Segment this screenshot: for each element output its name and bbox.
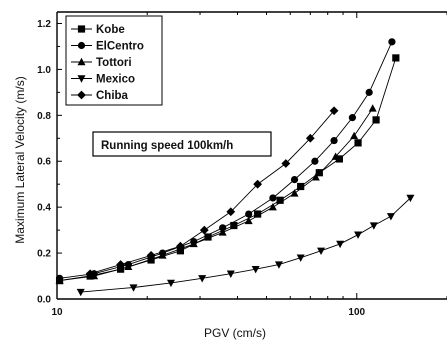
series-mexico bbox=[76, 194, 415, 297]
data-point-mexico bbox=[296, 254, 305, 262]
y-tick-label: 0.2 bbox=[37, 249, 51, 260]
data-point-tottori bbox=[311, 173, 320, 181]
data-point-kobe bbox=[392, 54, 400, 62]
data-point-elcentro bbox=[269, 194, 277, 202]
plot-frame bbox=[56, 11, 447, 300]
data-point-tottori bbox=[244, 216, 253, 225]
legend-items: Kobe ElCentro Tottori Mexico Chiba bbox=[71, 24, 144, 102]
legend-marker bbox=[77, 25, 86, 33]
data-point-tottori bbox=[158, 251, 167, 259]
data-point-mexico bbox=[354, 231, 363, 239]
data-point-mexico bbox=[386, 213, 395, 221]
legend-item-kobe: Kobe bbox=[71, 24, 125, 36]
data-point-mexico bbox=[251, 265, 260, 274]
data-point-elcentro bbox=[219, 224, 227, 232]
data-point-elcentro bbox=[245, 210, 253, 218]
series-line-mexico bbox=[80, 197, 411, 293]
data-point-tottori bbox=[90, 271, 99, 280]
series-tottori bbox=[55, 104, 377, 284]
y-tick-label: 0.4 bbox=[37, 203, 51, 214]
data-point-elcentro bbox=[330, 136, 338, 145]
y-tick-label: 0.6 bbox=[37, 157, 51, 168]
data-point-kobe bbox=[176, 247, 184, 255]
data-point-kobe bbox=[315, 169, 323, 177]
data-point-chiba bbox=[253, 179, 263, 189]
data-point-elcentro bbox=[348, 114, 356, 122]
x-tick-label: 10 bbox=[51, 307, 63, 318]
data-point-chiba bbox=[281, 159, 291, 168]
data-point-chiba bbox=[329, 106, 339, 116]
data-point-elcentro bbox=[388, 38, 396, 46]
series-chiba bbox=[85, 106, 339, 279]
data-point-chiba bbox=[146, 250, 156, 260]
data-point-mexico bbox=[274, 261, 283, 269]
data-point-kobe bbox=[254, 210, 262, 218]
x-tick-label: 100 bbox=[348, 307, 365, 318]
y-tick-label: 1.0 bbox=[37, 65, 51, 76]
data-point-chiba bbox=[305, 133, 315, 143]
data-point-mexico bbox=[369, 222, 378, 230]
data-point-tottori bbox=[368, 104, 377, 112]
x-axis-title: PGV (cm/s) bbox=[204, 326, 266, 340]
legend-item-tottori: Tottori bbox=[71, 57, 132, 69]
data-point-mexico bbox=[76, 288, 85, 297]
ticks-layer: 0.0 0.2 0.4 0.6 0.8 1.0 1.2 10 100 bbox=[37, 12, 447, 318]
legend-marker bbox=[77, 57, 86, 66]
data-point-mexico bbox=[129, 284, 138, 292]
legend-label: ElCentro bbox=[96, 41, 144, 53]
data-point-tottori bbox=[268, 202, 277, 211]
data-point-kobe bbox=[204, 233, 212, 241]
legend-label: Chiba bbox=[96, 90, 129, 102]
y-tick-label: 0.8 bbox=[37, 111, 51, 122]
series-line-chiba bbox=[90, 110, 335, 275]
legend-label: Mexico bbox=[96, 74, 135, 86]
y-tick-label: 1.2 bbox=[37, 19, 51, 30]
data-point-kobe bbox=[335, 155, 343, 163]
data-point-chiba bbox=[175, 241, 185, 251]
data-point-chiba bbox=[226, 207, 236, 217]
legend-marker bbox=[77, 75, 86, 83]
y-tick-label: 0.0 bbox=[37, 295, 51, 306]
data-point-mexico bbox=[198, 275, 207, 283]
legend-item-chiba: Chiba bbox=[71, 90, 129, 102]
legend-item-mexico: Mexico bbox=[71, 74, 135, 86]
data-point-kobe bbox=[297, 182, 305, 191]
legend: Kobe ElCentro Tottori Mexico Chiba bbox=[65, 15, 163, 106]
data-point-chiba bbox=[85, 269, 95, 279]
data-point-elcentro bbox=[290, 176, 299, 184]
legend-label: Tottori bbox=[96, 57, 132, 69]
annotation-text: Running speed 100km/h bbox=[101, 140, 233, 152]
data-point-mexico bbox=[166, 279, 175, 288]
data-point-tottori bbox=[124, 262, 133, 271]
legend-label: Kobe bbox=[96, 24, 125, 36]
data-point-kobe bbox=[276, 196, 284, 204]
data-point-chiba bbox=[199, 225, 209, 235]
legend-marker bbox=[77, 41, 86, 50]
data-point-kobe bbox=[354, 139, 362, 147]
data-point-kobe bbox=[230, 221, 238, 230]
annotation: Running speed 100km/h bbox=[92, 131, 272, 157]
series-line-elcentro bbox=[59, 41, 393, 279]
data-point-tottori bbox=[331, 152, 340, 160]
data-point-tottori bbox=[218, 228, 227, 236]
data-point-tottori bbox=[189, 239, 198, 248]
data-point-kobe bbox=[372, 116, 380, 124]
series-layer bbox=[55, 38, 415, 297]
data-point-kobe bbox=[147, 256, 155, 264]
data-point-mexico bbox=[317, 247, 326, 255]
data-point-mexico bbox=[336, 240, 345, 249]
data-point-tottori bbox=[290, 189, 299, 197]
data-point-chiba bbox=[116, 260, 126, 269]
y-axis-title: Maximum Lateral Velocity (m/s) bbox=[13, 76, 27, 243]
data-point-elcentro bbox=[365, 88, 373, 96]
legend-item-elcentro: ElCentro bbox=[71, 41, 144, 53]
data-point-elcentro bbox=[311, 157, 319, 165]
data-point-tottori bbox=[350, 131, 359, 140]
data-point-mexico bbox=[406, 194, 415, 203]
data-point-mexico bbox=[226, 270, 235, 278]
legend-marker bbox=[77, 90, 86, 100]
annotation-box bbox=[92, 131, 272, 157]
